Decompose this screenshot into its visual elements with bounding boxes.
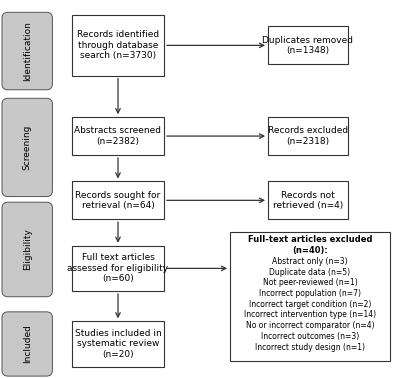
FancyBboxPatch shape xyxy=(72,321,164,367)
Text: Incorrect intervention type (n=14): Incorrect intervention type (n=14) xyxy=(244,310,376,319)
Text: Abstract only (n=3): Abstract only (n=3) xyxy=(272,257,348,266)
Text: Identification: Identification xyxy=(23,21,32,81)
Text: Duplicate data (n=5): Duplicate data (n=5) xyxy=(270,268,350,277)
Text: Records not
retrieved (n=4): Records not retrieved (n=4) xyxy=(273,191,343,210)
FancyBboxPatch shape xyxy=(268,181,348,219)
Text: Screening: Screening xyxy=(23,125,32,170)
FancyBboxPatch shape xyxy=(2,12,52,90)
Text: Abstracts screened
(n=2382): Abstracts screened (n=2382) xyxy=(74,126,162,146)
FancyBboxPatch shape xyxy=(2,202,52,297)
Text: Duplicates removed
(n=1348): Duplicates removed (n=1348) xyxy=(262,36,354,55)
FancyBboxPatch shape xyxy=(72,15,164,76)
FancyBboxPatch shape xyxy=(230,232,390,361)
Text: Records sought for
retrieval (n=64): Records sought for retrieval (n=64) xyxy=(75,191,161,210)
Text: Full text articles
assessed for eligibility
(n=60): Full text articles assessed for eligibil… xyxy=(68,254,168,283)
FancyBboxPatch shape xyxy=(2,312,52,376)
Text: Eligibility: Eligibility xyxy=(23,229,32,270)
Text: Studies included in
systematic review
(n=20): Studies included in systematic review (n… xyxy=(75,329,161,359)
FancyBboxPatch shape xyxy=(268,117,348,155)
Text: Incorrect study design (n=1): Incorrect study design (n=1) xyxy=(255,342,365,352)
FancyBboxPatch shape xyxy=(72,117,164,155)
Text: Full-text articles excluded: Full-text articles excluded xyxy=(248,235,372,245)
FancyBboxPatch shape xyxy=(268,26,348,64)
Text: Incorrect population (n=7): Incorrect population (n=7) xyxy=(259,289,361,298)
Text: Records excluded
(n=2318): Records excluded (n=2318) xyxy=(268,126,348,146)
Text: Incorrect outcomes (n=3): Incorrect outcomes (n=3) xyxy=(261,332,359,341)
Text: Incorrect target condition (n=2): Incorrect target condition (n=2) xyxy=(249,300,371,309)
Text: Records identified
through database
search (n=3730): Records identified through database sear… xyxy=(77,31,159,60)
Text: Included: Included xyxy=(23,325,32,363)
FancyBboxPatch shape xyxy=(2,98,52,197)
Text: No or incorrect comparator (n=4): No or incorrect comparator (n=4) xyxy=(246,321,374,330)
FancyBboxPatch shape xyxy=(72,246,164,291)
FancyBboxPatch shape xyxy=(72,181,164,219)
Text: (n=40):: (n=40): xyxy=(292,246,328,255)
Text: Not peer-reviewed (n=1): Not peer-reviewed (n=1) xyxy=(263,278,357,287)
